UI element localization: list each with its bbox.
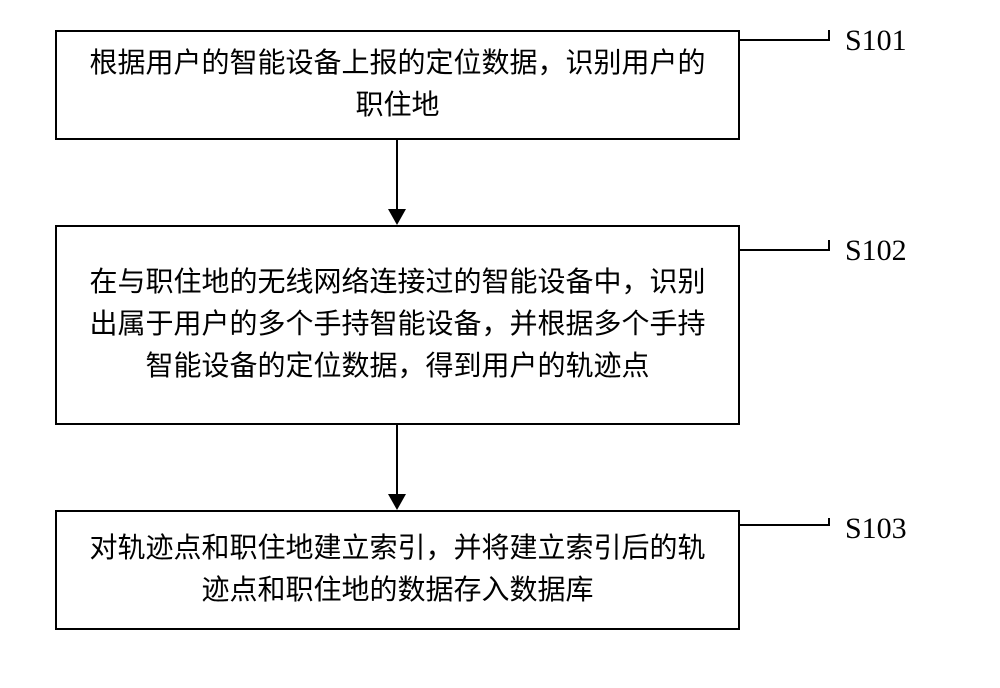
step-box-s102: 在与职住地的无线网络连接过的智能设备中，识别出属于用户的多个手持智能设备，并根据…: [55, 225, 740, 425]
step-box-s101: 根据用户的智能设备上报的定位数据，识别用户的职住地: [55, 30, 740, 140]
step-label-s101: S101: [845, 24, 907, 58]
leader-line: [828, 518, 830, 526]
arrow-head-icon: [388, 209, 406, 225]
step-box-s103: 对轨迹点和职住地建立索引，并将建立索引后的轨迹点和职住地的数据存入数据库: [55, 510, 740, 630]
leader-line: [740, 39, 830, 41]
step-text-s102: 在与职住地的无线网络连接过的智能设备中，识别出属于用户的多个手持智能设备，并根据…: [77, 262, 718, 388]
step-text-s103: 对轨迹点和职住地建立索引，并将建立索引后的轨迹点和职住地的数据存入数据库: [77, 528, 718, 612]
step-label-s103: S103: [845, 512, 907, 546]
arrow-head-icon: [388, 494, 406, 510]
step-label-s102: S102: [845, 234, 907, 268]
leader-line: [740, 524, 830, 526]
step-text-s101: 根据用户的智能设备上报的定位数据，识别用户的职住地: [77, 43, 718, 127]
leader-line: [740, 249, 830, 251]
arrow-line: [396, 140, 398, 209]
leader-line: [828, 240, 830, 251]
arrow-line: [396, 425, 398, 494]
flowchart-canvas: 根据用户的智能设备上报的定位数据，识别用户的职住地 S101 在与职住地的无线网…: [0, 0, 1000, 688]
leader-line: [828, 30, 830, 41]
